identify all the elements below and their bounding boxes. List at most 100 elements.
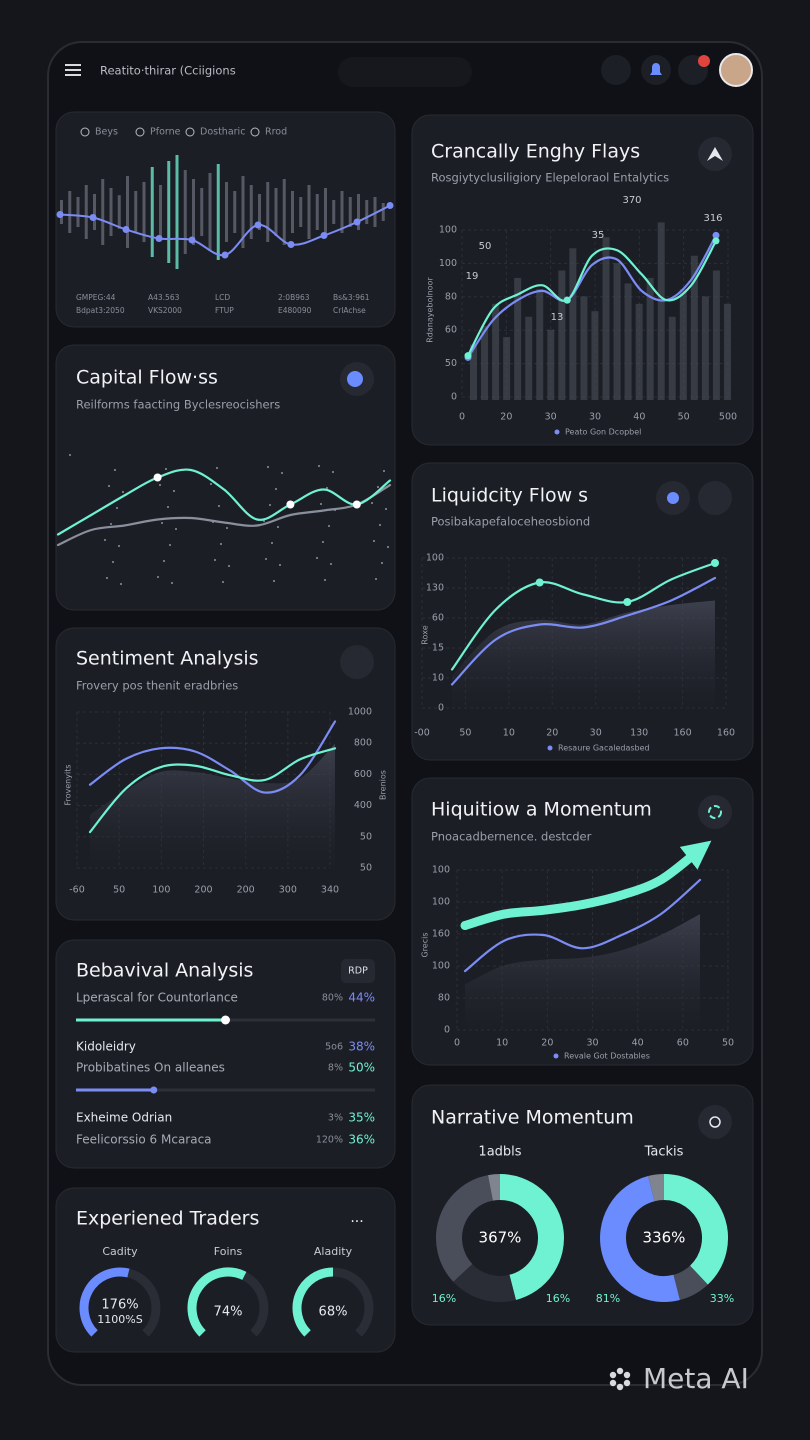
annotation: 35 — [592, 230, 605, 241]
watermark-icon — [609, 1379, 617, 1387]
volume-bar — [668, 316, 676, 400]
y-axis-label: 0 — [444, 1025, 450, 1036]
x-axis-label: 30 — [545, 412, 557, 423]
point — [623, 598, 632, 606]
header-title: Reatito·thirar (Cciigions — [100, 64, 236, 78]
alert-icon[interactable] — [601, 55, 631, 85]
point — [89, 214, 97, 221]
volume-bar — [635, 303, 643, 400]
volume-bar — [373, 197, 377, 227]
watermark-icon — [616, 1383, 624, 1391]
menu-icon[interactable] — [65, 64, 81, 76]
scatter-dot — [323, 578, 327, 582]
gauge-label: Cadity — [102, 1245, 138, 1258]
y-axis-label: 80 — [445, 291, 457, 302]
donut-right: 33% — [710, 1292, 734, 1305]
legend-label: Beys — [95, 127, 118, 138]
volume-bar — [159, 185, 162, 239]
x-axis-label: 500 — [719, 412, 737, 423]
x-axis-label: 40 — [632, 1038, 644, 1049]
card-subtitle: Reilforms faacting Byclesreocishers — [76, 398, 280, 412]
legend-icon — [185, 127, 195, 137]
point — [712, 237, 720, 245]
menu-button: ... — [350, 1210, 363, 1226]
card-icon[interactable] — [698, 1105, 732, 1139]
x-axis-label: 20 — [546, 728, 558, 739]
point — [353, 218, 361, 226]
scatter-dot — [156, 575, 160, 579]
volume-bar — [324, 188, 327, 236]
scatter-dot — [380, 561, 384, 565]
line — [460, 840, 712, 930]
scatter-dot — [376, 485, 380, 489]
donut-segment — [648, 1174, 665, 1202]
card-subtitle: Frovery pos thenit eradbries — [76, 679, 238, 693]
y-axis-label: 100 — [426, 553, 444, 564]
volume-bar — [142, 182, 146, 242]
point — [535, 578, 544, 587]
stat-text: E480090 — [278, 306, 312, 315]
avatar[interactable] — [719, 53, 753, 87]
scatter-dot — [117, 544, 121, 548]
scatter-dot — [372, 539, 376, 543]
x-axis-label: 20 — [541, 1038, 553, 1049]
volume-bar — [266, 182, 270, 242]
scatter-dot — [319, 502, 323, 506]
volume-bar — [481, 326, 489, 400]
slider-knob[interactable] — [221, 1015, 230, 1025]
row-label: Feelicorssio 6 Mcaraca — [76, 1133, 212, 1147]
axis-title: Frovenyits — [64, 764, 73, 805]
scatter-dot — [217, 504, 221, 508]
x-axis-label: 160 — [674, 728, 692, 739]
volume-bar — [690, 255, 698, 400]
stat-text: GMPEG:44 — [76, 293, 116, 302]
search-bar[interactable] — [338, 57, 472, 87]
button[interactable] — [341, 959, 375, 983]
card-icon[interactable] — [698, 795, 732, 829]
legend-label: Revale Got Dostables — [564, 1052, 650, 1061]
y-axis-label: 100 — [439, 225, 457, 236]
line — [463, 878, 702, 973]
x-axis-label: 340 — [321, 885, 339, 896]
stat-text: A43.563 — [148, 293, 180, 302]
volume-bar — [381, 203, 385, 221]
scatter-dot — [221, 580, 225, 584]
volume-bar — [233, 191, 237, 233]
button-label: RDP — [348, 966, 368, 977]
y-axis-label: 0 — [438, 703, 444, 714]
scatter-dot — [315, 556, 319, 560]
volume-bar — [101, 179, 105, 245]
scatter-dot — [111, 560, 115, 564]
legend-label: Pforne — [150, 127, 181, 138]
card-icon[interactable] — [340, 645, 374, 679]
donut-label: 1adbls — [478, 1145, 521, 1160]
volume-bar — [514, 277, 522, 400]
x-axis-label: 50 — [113, 885, 125, 896]
point — [188, 236, 196, 244]
scatter-dot — [121, 490, 125, 494]
x-axis-label: -00 — [414, 728, 430, 739]
legend-label: Rrod — [265, 127, 287, 138]
volume-bar — [216, 164, 220, 260]
card-title: Narrative Momentum — [431, 1107, 634, 1129]
scatter-dot — [327, 524, 331, 528]
axis-title: Brenios — [379, 770, 388, 800]
icon-glyph — [347, 371, 363, 387]
x-axis-label: 30 — [590, 728, 602, 739]
watermark-icon — [623, 1371, 631, 1379]
volume-bar — [117, 195, 121, 229]
card-icon[interactable] — [698, 481, 732, 515]
point — [254, 221, 262, 229]
donut-center: 336% — [643, 1229, 686, 1247]
stat-text: CrlAchse — [333, 306, 366, 315]
point — [320, 232, 328, 239]
point — [155, 235, 163, 242]
watermark: Meta AI — [643, 1362, 749, 1395]
x-axis-label: 10 — [503, 728, 515, 739]
axis-title: Grecis — [421, 932, 430, 957]
volume-bar — [547, 329, 555, 400]
stat-text: FTUP — [215, 306, 234, 315]
y-axis-label: 50 — [360, 863, 372, 874]
legend-label: Dostharic — [200, 127, 245, 138]
slider-knob[interactable] — [150, 1086, 158, 1094]
